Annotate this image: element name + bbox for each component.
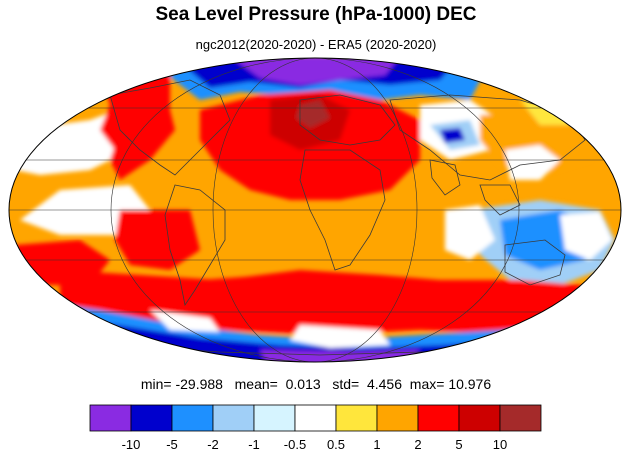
map-outline (8, 57, 622, 363)
colorbar-tick-label: 0.5 (327, 437, 345, 452)
stat-min-label: min= (140, 376, 172, 392)
colorbar-swatch (499, 404, 542, 432)
chart-subtitle: ngc2012(2020-2020) - ERA5 (2020-2020) (195, 37, 437, 52)
colorbar-swatch (294, 404, 337, 432)
colorbar-swatch (417, 404, 460, 432)
colorbar-swatch (171, 404, 214, 432)
stat-mean-value: 0.013 (285, 376, 321, 392)
stat-std-label: std= (332, 376, 360, 392)
colorbar-tick-label: -5 (166, 437, 178, 452)
chart-title: Sea Level Pressure (hPa-1000) DEC (155, 4, 477, 25)
graticule (9, 58, 621, 362)
colorbar-tick-label: -10 (122, 437, 141, 452)
colorbar-swatch (376, 404, 419, 432)
colorbar-tick-label: 10 (493, 437, 507, 452)
colorbar-swatch (130, 404, 173, 432)
stat-min-value: -29.988 (175, 376, 223, 392)
colorbar-swatch (253, 404, 296, 432)
colorbar-swatch (335, 404, 378, 432)
colorbar-swatch (89, 404, 132, 432)
stat-max-value: 10.976 (448, 376, 492, 392)
colorbar-swatch (212, 404, 255, 432)
colorbar-tick-label: 2 (414, 437, 421, 452)
colorbar-tick-label: 5 (455, 437, 462, 452)
colorbar-tick-label: -0.5 (284, 437, 306, 452)
stat-mean-label: mean= (234, 376, 278, 392)
colorbar-tick-label: 1 (373, 437, 380, 452)
colorbar-swatch (458, 404, 501, 432)
stat-std-value: 4.456 (366, 376, 403, 392)
stat-max-label: max= (409, 376, 445, 392)
colorbar-tick-label: -1 (248, 437, 260, 452)
stats-line: min= -29.988 mean= 0.013 std= 4.456 max=… (0, 376, 632, 392)
colorbar-tick-label: -2 (207, 437, 219, 452)
